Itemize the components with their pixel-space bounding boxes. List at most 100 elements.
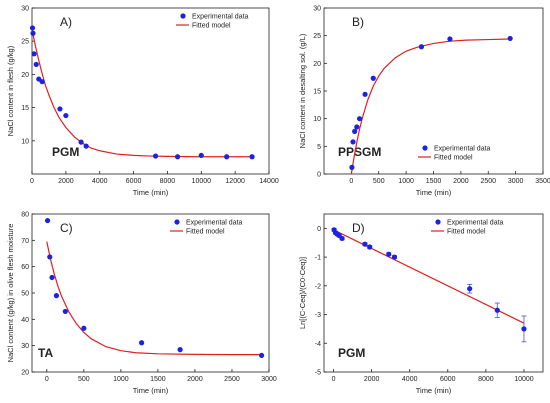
y-tick-label: 10	[21, 138, 29, 145]
x-tick-label: 2000	[58, 178, 74, 185]
x-axis-label: Time (min)	[416, 188, 452, 197]
y-axis-label: Ln[(C-Ceq)/(C0-Ceq)]	[298, 257, 307, 329]
y-axis-label: NaCl content in desalting sol. (g/L)	[298, 33, 307, 148]
x-tick-label: 3500	[535, 178, 550, 185]
x-tick-label: 10000	[192, 178, 212, 185]
x-tick-label: 2000	[364, 376, 380, 383]
x-tick-label: 4000	[92, 178, 108, 185]
x-tick-label: 8000	[478, 376, 494, 383]
data-point	[418, 44, 425, 50]
data-point	[350, 139, 356, 145]
y-tick-label: -2	[315, 283, 321, 290]
y-tick-label: 60	[21, 264, 29, 271]
data-point	[507, 35, 513, 42]
panel-c: 0 500 1000 1500 2000 2500 3000 20 30 40 50 60 70 80 Ti…	[6, 212, 277, 396]
data-point	[258, 352, 265, 359]
data-point	[349, 164, 355, 170]
panel-label: B)	[352, 15, 364, 29]
y-tick-label: -5	[315, 370, 321, 377]
legend-label-experimental: Experimental data	[434, 146, 491, 153]
y-tick-label: 70	[21, 238, 29, 245]
data-point	[53, 293, 60, 299]
x-tick-label: 0	[349, 178, 353, 185]
data-point	[494, 307, 500, 313]
data-point	[224, 154, 230, 160]
data-point	[49, 274, 55, 281]
data-point	[57, 106, 63, 112]
legend-label-experimental: Experimental data	[186, 220, 243, 227]
y-tick-label: 25	[21, 39, 29, 46]
data-point	[31, 51, 37, 57]
x-tick-label: 0	[45, 376, 49, 383]
data-point	[29, 25, 36, 31]
legend-label-fitted: Fitted model	[186, 229, 225, 236]
x-tick-label: 1500	[150, 376, 166, 383]
data-point	[339, 235, 345, 242]
x-tick-label: 2000	[453, 178, 469, 185]
data-point	[370, 75, 376, 81]
x-tick-label: 500	[78, 376, 90, 383]
y-tick-label: 80	[21, 212, 29, 219]
data-point	[467, 286, 473, 292]
legend-marker-experimental	[435, 219, 441, 225]
x-tick-label: 3000	[261, 376, 277, 383]
data-point	[83, 143, 89, 149]
x-tick-label: 500	[373, 178, 385, 185]
y-tick-label: 30	[21, 6, 29, 13]
legend-marker-experimental	[422, 145, 428, 151]
y-tick-label: 20	[21, 370, 29, 377]
legend-label-fitted: Fitted model	[447, 229, 486, 236]
panel-d: 0 2000 4000 6000 8000 10000 -5 -4 -3 -2 -1 0 Time (m…	[298, 213, 544, 395]
x-tick-label: 2500	[224, 376, 240, 383]
y-tick-label: -4	[315, 341, 321, 348]
x-tick-label: 1500	[426, 178, 442, 185]
panel-b: 0 500 1000 1500 2000 2500 3000 3500 0 5 10 15 20 25 30…	[298, 6, 550, 198]
data-point	[177, 347, 183, 353]
y-tick-label: 40	[21, 317, 29, 324]
fitted-model-line	[350, 38, 511, 175]
x-axis-label: Time (min)	[133, 386, 169, 395]
y-tick-label: 20	[21, 72, 29, 79]
data-point	[521, 326, 527, 332]
y-tick-label: 5	[317, 144, 321, 151]
fitted-model-line	[31, 29, 253, 158]
panel-tag: TA	[38, 346, 53, 360]
data-point	[152, 153, 159, 159]
x-tick-label: 1000	[398, 178, 414, 185]
panel-label: D)	[352, 221, 365, 235]
data-point	[62, 308, 68, 315]
data-point	[174, 154, 181, 160]
y-axis-label: NaCl content (g/kg) in olive flesh moist…	[6, 224, 15, 363]
data-point	[47, 254, 53, 260]
plot-frame	[323, 213, 544, 373]
data-point	[362, 91, 368, 97]
data-point	[386, 251, 392, 257]
plot-frame	[31, 7, 270, 175]
x-tick-label: 2500	[480, 178, 496, 185]
x-tick-label: 2000	[187, 376, 203, 383]
panel-label: C)	[60, 221, 73, 235]
x-tick-label: 0	[30, 178, 34, 185]
plot-frame	[31, 213, 270, 373]
y-tick-label: 0	[317, 172, 321, 179]
x-tick-label: 3000	[508, 178, 524, 185]
legend-marker-experimental	[180, 13, 186, 19]
y-tick-label: 30	[21, 343, 29, 350]
data-point	[78, 139, 84, 145]
panel-a: 0 2000 4000 6000 8000 10000 12000 14000 10 15 20 25…	[6, 6, 279, 198]
data-point	[63, 112, 69, 119]
y-tick-label: 30	[313, 6, 321, 13]
data-point	[39, 79, 45, 85]
data-point	[362, 241, 368, 247]
x-tick-label: 4000	[402, 376, 418, 383]
legend-label-experimental: Experimental data	[192, 14, 249, 21]
data-point	[391, 254, 398, 260]
data-point	[30, 30, 36, 36]
y-tick-label: -1	[315, 255, 321, 262]
x-tick-label: 6000	[126, 178, 142, 185]
x-tick-label: 6000	[440, 376, 456, 383]
data-point	[352, 128, 358, 134]
y-axis-label: NaCl content in flesh (g/kg)	[6, 45, 15, 136]
data-point	[447, 36, 453, 42]
